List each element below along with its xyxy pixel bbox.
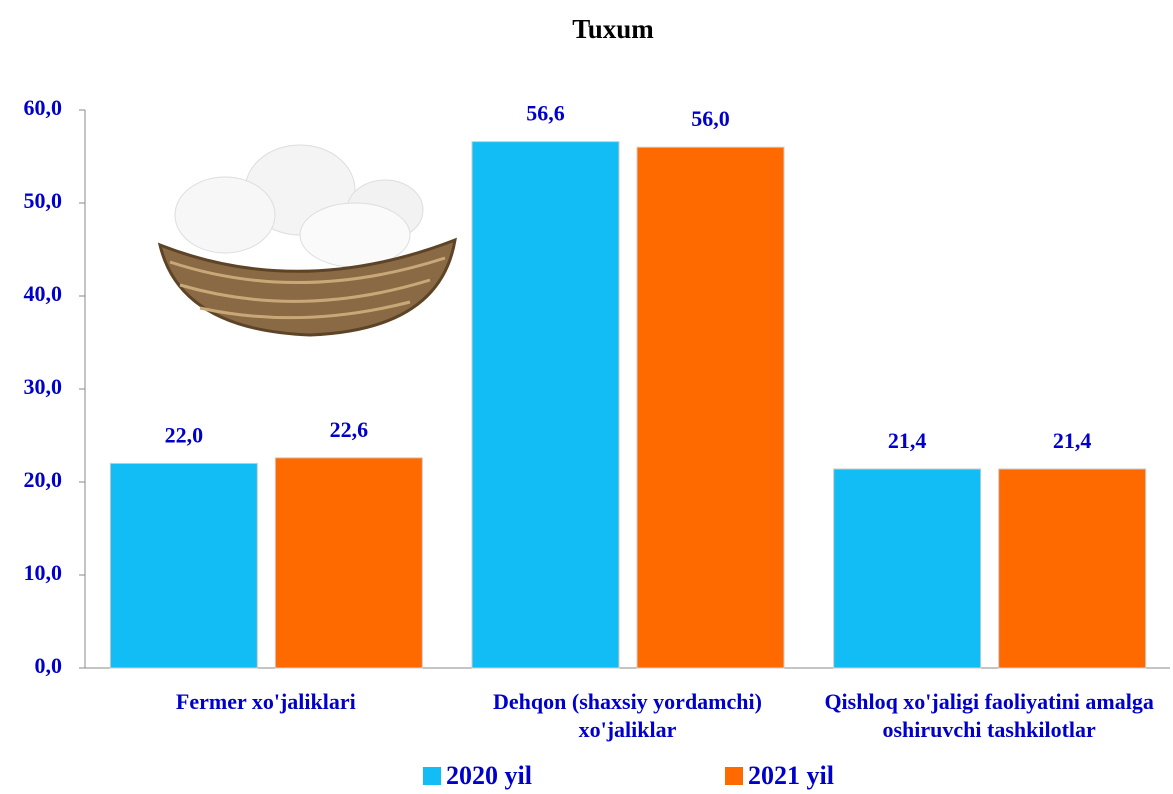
data-label: 22,0 xyxy=(165,422,204,447)
egg-basket xyxy=(157,144,457,337)
legend-label: 2020 yil xyxy=(446,761,532,790)
bar xyxy=(636,146,785,669)
data-label: 56,6 xyxy=(526,101,565,126)
y-tick-label: 30,0 xyxy=(24,374,63,399)
data-label: 21,4 xyxy=(1053,428,1092,453)
x-tick-label: Dehqon (shaxsiy yordamchi) xo'jaliklar xyxy=(493,689,762,742)
bar xyxy=(274,457,423,669)
x-tick-label: Fermer xo'jaliklari xyxy=(175,689,356,714)
y-tick-label: 50,0 xyxy=(24,188,63,213)
data-label: 22,6 xyxy=(330,417,369,442)
y-tick-label: 0,0 xyxy=(35,653,63,678)
legend-swatch xyxy=(725,767,743,785)
bar xyxy=(998,468,1147,669)
y-tick-label: 60,0 xyxy=(24,95,63,120)
y-tick-label: 10,0 xyxy=(24,560,63,585)
legend-label: 2021 yil xyxy=(748,761,834,790)
data-label: 56,0 xyxy=(691,106,730,131)
bar xyxy=(833,468,982,669)
legend-swatch xyxy=(423,767,441,785)
data-label: 21,4 xyxy=(888,428,927,453)
y-tick-label: 20,0 xyxy=(24,467,63,492)
chart-title: Tuxum xyxy=(572,14,654,44)
bar xyxy=(471,141,620,669)
x-tick-label: Qishloq xo'jaligi faoliyatini amalga osh… xyxy=(824,689,1154,742)
y-tick-label: 40,0 xyxy=(24,281,63,306)
bar xyxy=(109,462,258,669)
